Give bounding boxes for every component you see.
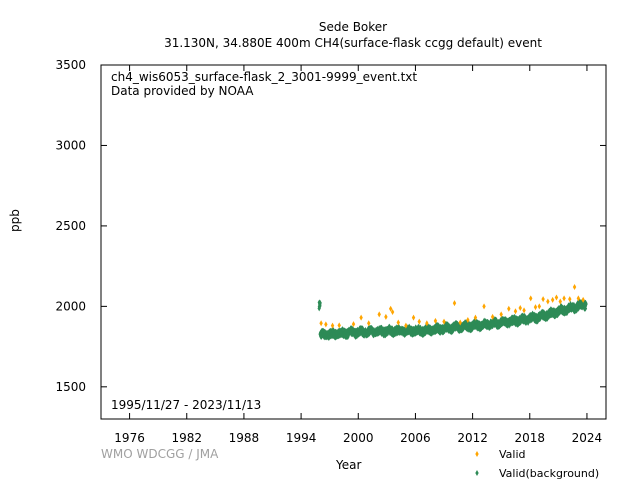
- valid-point: [537, 303, 542, 310]
- valid-point: [482, 303, 486, 310]
- y-tick-label: 1500: [55, 380, 86, 394]
- valid-point: [367, 320, 371, 327]
- valid-point: [442, 318, 446, 325]
- valid-point: [452, 300, 457, 307]
- credit-label: WMO WDCGG / JMA: [101, 447, 219, 461]
- valid-point: [388, 305, 393, 312]
- valid-point: [417, 318, 421, 325]
- valid-point: [396, 319, 400, 326]
- y-tick-label: 2000: [55, 299, 86, 313]
- valid-point: [546, 298, 550, 305]
- valid-point: [351, 321, 356, 328]
- valid-point: [458, 319, 462, 326]
- valid-point: [522, 307, 526, 314]
- x-tick-label: 2006: [400, 431, 431, 445]
- legend-background-marker: [475, 470, 479, 476]
- date-range-label: 1995/11/27 - 2023/11/13: [111, 398, 262, 412]
- y-tick-label: 3500: [55, 58, 86, 72]
- valid-point: [518, 304, 522, 311]
- x-tick-label: 2000: [343, 431, 374, 445]
- plot-frame: [100, 64, 607, 420]
- legend-valid-label: Valid: [499, 448, 526, 461]
- valid-point: [572, 284, 577, 291]
- valid-point: [581, 296, 585, 303]
- y-tick-label: 2500: [55, 219, 86, 233]
- valid-point: [550, 296, 555, 303]
- background-point: [584, 301, 588, 308]
- chart-subtitle: 31.130N, 34.880E 400m CH4(surface-flask …: [164, 36, 542, 50]
- data-points: [317, 284, 588, 341]
- valid-point: [529, 295, 533, 302]
- x-axis-label: Year: [336, 458, 362, 472]
- valid-point: [330, 322, 335, 329]
- valid-point: [576, 295, 581, 302]
- x-tick-label: 2024: [572, 431, 603, 445]
- valid-point: [533, 304, 538, 311]
- provider-label: Data provided by NOAA: [111, 84, 254, 98]
- background-point: [523, 313, 527, 320]
- valid-point: [558, 298, 562, 305]
- x-tick-label: 2018: [515, 431, 546, 445]
- x-tick-label: 1976: [114, 431, 145, 445]
- valid-point: [324, 321, 328, 328]
- valid-point: [425, 320, 429, 327]
- valid-point: [513, 308, 518, 315]
- y-tick-label: 3000: [55, 138, 86, 152]
- valid-point: [411, 314, 416, 321]
- legend-valid-marker: [475, 451, 479, 457]
- valid-point: [473, 314, 478, 321]
- valid-point: [390, 308, 395, 315]
- valid-point: [404, 322, 408, 329]
- valid-point: [359, 314, 363, 321]
- x-tick-label: 1988: [229, 431, 260, 445]
- valid-point: [490, 313, 495, 320]
- valid-point: [499, 311, 503, 318]
- file-label: ch4_wis6053_surface-flask_2_3001-9999_ev…: [111, 70, 418, 84]
- x-tick-label: 1994: [286, 431, 317, 445]
- x-tick-label: 1982: [171, 431, 202, 445]
- valid-point: [507, 305, 511, 312]
- valid-point: [466, 317, 470, 324]
- x-tick-label: 2012: [457, 431, 488, 445]
- valid-point: [433, 317, 438, 324]
- legend-background-label: Valid(background): [499, 467, 600, 480]
- valid-point: [377, 311, 381, 318]
- tick-labels: 1976 1982 1988 1994 2000 2006 2012 2018 2024 1500…: [55, 58, 602, 445]
- valid-point: [568, 296, 572, 303]
- chart-title: Sede Boker: [318, 20, 388, 34]
- legend-marks: [475, 451, 479, 476]
- valid-point: [384, 313, 388, 320]
- valid-point: [562, 295, 566, 302]
- axis-ticks: [101, 64, 606, 419]
- background-point: [318, 299, 322, 306]
- valid-point: [541, 296, 545, 303]
- valid-point: [319, 320, 323, 327]
- valid-point: [337, 322, 341, 329]
- y-axis-label: ppb: [8, 209, 22, 232]
- valid-point: [554, 294, 559, 301]
